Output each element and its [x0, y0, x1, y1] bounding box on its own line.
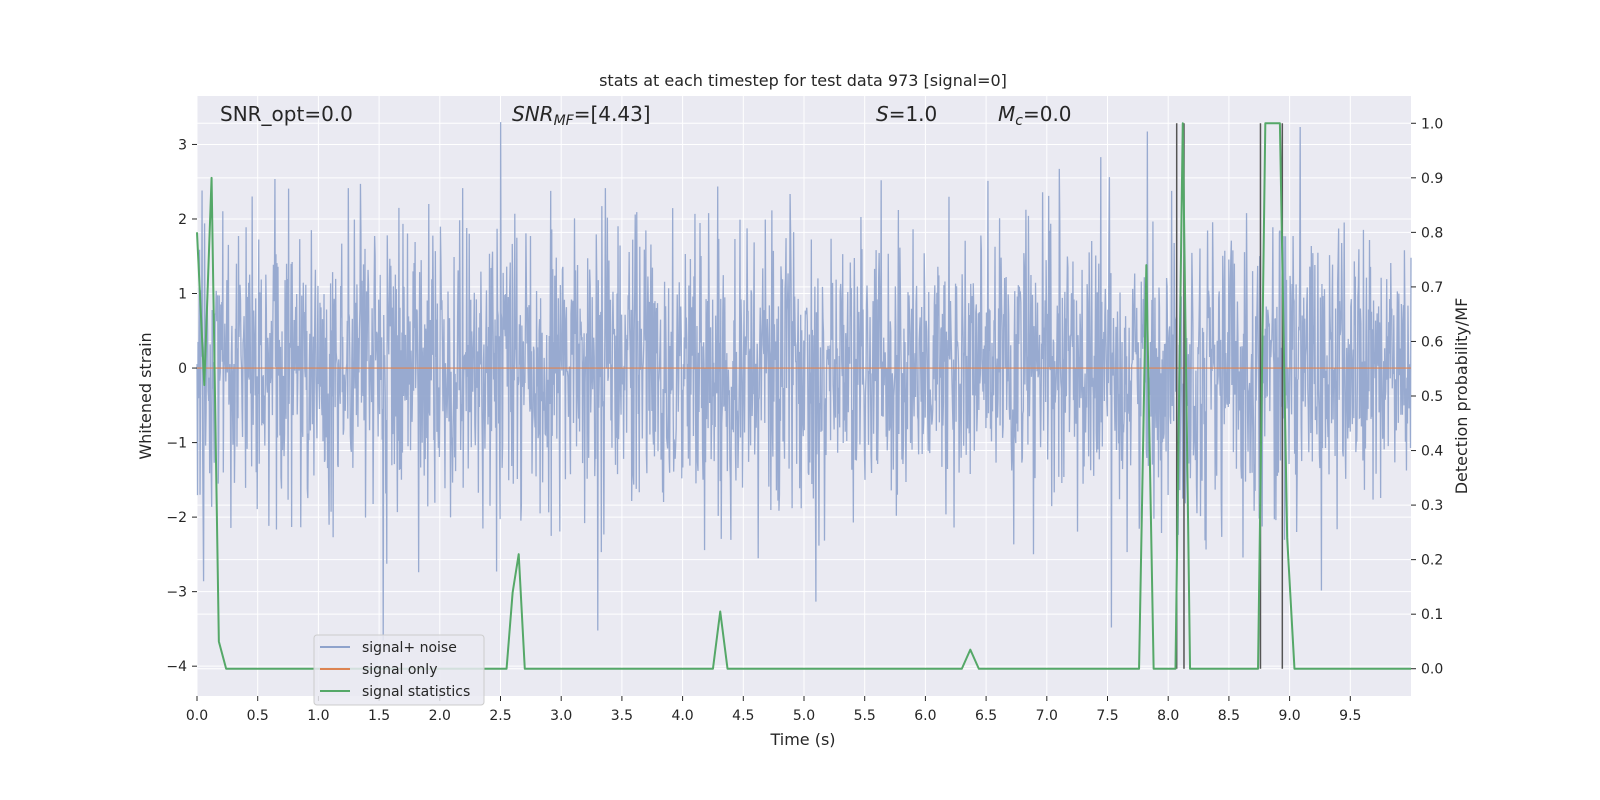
y-axis-left-label: Whitened strain — [136, 332, 155, 459]
x-tick-label: 3.5 — [611, 708, 633, 724]
y-left-tick-label: 0 — [178, 361, 187, 377]
x-tick-label: 4.0 — [671, 708, 693, 724]
x-tick-label: 6.5 — [975, 708, 997, 724]
y-left-tick-label: 1 — [178, 287, 187, 303]
x-tick-label: 8.5 — [1218, 708, 1240, 724]
x-tick-label: 3.0 — [550, 708, 572, 724]
y-right-tick-label: 0.3 — [1421, 498, 1443, 514]
y-axis-right-ticks: 1.0 0.9 0.8 0.7 0.6 0.5 0.4 0.3 0.2 0.1 0.0 — [1411, 116, 1443, 678]
legend-entry-signal-plus-noise: signal+ noise — [362, 640, 457, 656]
legend: signal+ noise signal only signal statist… — [313, 634, 485, 706]
annotation-s: S=1.0 — [876, 102, 937, 126]
y-axis-left-ticks: 3 2 1 0 −1 −2 −3 −4 — [166, 137, 197, 675]
chart-title: stats at each timestep for test data 973… — [599, 71, 1007, 90]
x-tick-label: 9.0 — [1278, 708, 1300, 724]
legend-entry-signal-statistics: signal statistics — [362, 684, 470, 700]
annotation-snr-opt: SNR_opt=0.0 — [220, 102, 353, 126]
legend-entry-signal-only: signal only — [362, 662, 437, 678]
y-right-tick-label: 0.0 — [1421, 662, 1443, 678]
series-signal-plus-noise — [196, 122, 1412, 641]
x-tick-label: 5.5 — [854, 708, 876, 724]
x-tick-label: 8.0 — [1157, 708, 1179, 724]
x-tick-label: 5.0 — [793, 708, 815, 724]
x-tick-label: 7.0 — [1036, 708, 1058, 724]
y-left-tick-label: −4 — [166, 659, 187, 675]
x-tick-label: 0.5 — [247, 708, 269, 724]
y-right-tick-label: 0.9 — [1421, 171, 1443, 187]
y-right-tick-label: 0.5 — [1421, 389, 1443, 405]
y-right-tick-label: 0.1 — [1421, 607, 1443, 623]
y-right-tick-label: 0.7 — [1421, 280, 1443, 296]
y-right-tick-label: 0.2 — [1421, 553, 1443, 569]
legend-box — [313, 634, 485, 706]
annotation-mc: Mc=0.0 — [998, 102, 1072, 129]
x-tick-label: 9.5 — [1339, 708, 1361, 724]
y-left-tick-label: −2 — [166, 510, 187, 526]
y-right-tick-label: 1.0 — [1421, 116, 1443, 132]
y-left-tick-label: 2 — [178, 212, 187, 228]
y-axis-right-label: Detection probability/MF — [1452, 298, 1471, 495]
x-tick-label: 6.0 — [914, 708, 936, 724]
x-tick-label: 2.5 — [489, 708, 511, 724]
x-tick-label: 2.0 — [429, 708, 451, 724]
x-tick-label: 1.5 — [368, 708, 390, 724]
x-axis-ticks: 0.0 0.5 1.0 1.5 2.0 2.5 3.0 3.5 4.0 4.5 5.0 5.5 6.0 6… — [186, 696, 1361, 724]
x-tick-label: 4.5 — [732, 708, 754, 724]
y-left-tick-label: −1 — [166, 436, 187, 452]
x-tick-label: 0.0 — [186, 708, 208, 724]
y-right-tick-label: 0.4 — [1421, 444, 1443, 460]
y-right-tick-label: 0.6 — [1421, 334, 1443, 350]
y-left-tick-label: −3 — [166, 585, 187, 601]
annotation-snr-mf: SNRMF=[4.43] — [512, 102, 651, 129]
x-tick-label: 1.0 — [307, 708, 329, 724]
signal-plus-noise-line — [196, 122, 1412, 641]
y-right-tick-label: 0.8 — [1421, 225, 1443, 241]
x-axis-label: Time (s) — [769, 730, 835, 749]
x-tick-label: 7.5 — [1096, 708, 1118, 724]
y-left-tick-label: 3 — [178, 137, 187, 153]
